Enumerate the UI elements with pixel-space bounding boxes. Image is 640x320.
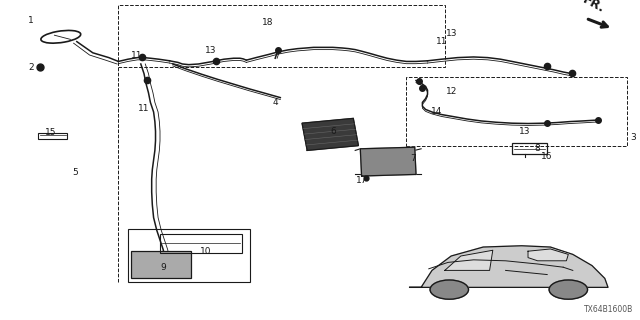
Text: FR.: FR.: [580, 0, 607, 15]
Text: 1: 1: [28, 16, 33, 25]
Polygon shape: [302, 118, 358, 150]
Polygon shape: [410, 246, 608, 287]
Polygon shape: [360, 147, 416, 176]
Text: 11: 11: [131, 52, 142, 60]
Text: 11: 11: [436, 37, 447, 46]
Text: 17: 17: [356, 176, 367, 185]
Text: 2: 2: [28, 63, 33, 72]
Text: 13: 13: [205, 46, 217, 55]
Text: 9: 9: [161, 263, 166, 272]
Text: 10: 10: [200, 247, 212, 256]
Circle shape: [549, 280, 588, 299]
Polygon shape: [131, 251, 191, 278]
Text: 14: 14: [431, 108, 443, 116]
Text: 4: 4: [273, 98, 278, 107]
Polygon shape: [528, 249, 568, 261]
Text: 16: 16: [541, 152, 553, 161]
Text: 13: 13: [446, 29, 458, 38]
Text: 8: 8: [535, 144, 540, 153]
Text: 15: 15: [45, 128, 57, 137]
Text: 7: 7: [410, 154, 415, 163]
Text: 13: 13: [519, 127, 531, 136]
Text: 12: 12: [445, 87, 457, 96]
Text: 18: 18: [262, 18, 273, 27]
Text: 11: 11: [138, 104, 150, 113]
Text: 5: 5: [73, 168, 78, 177]
Text: 6: 6: [330, 127, 335, 136]
Text: TX64B1600B: TX64B1600B: [584, 305, 634, 314]
Circle shape: [430, 280, 468, 299]
Polygon shape: [445, 250, 493, 270]
Text: 3: 3: [631, 133, 636, 142]
